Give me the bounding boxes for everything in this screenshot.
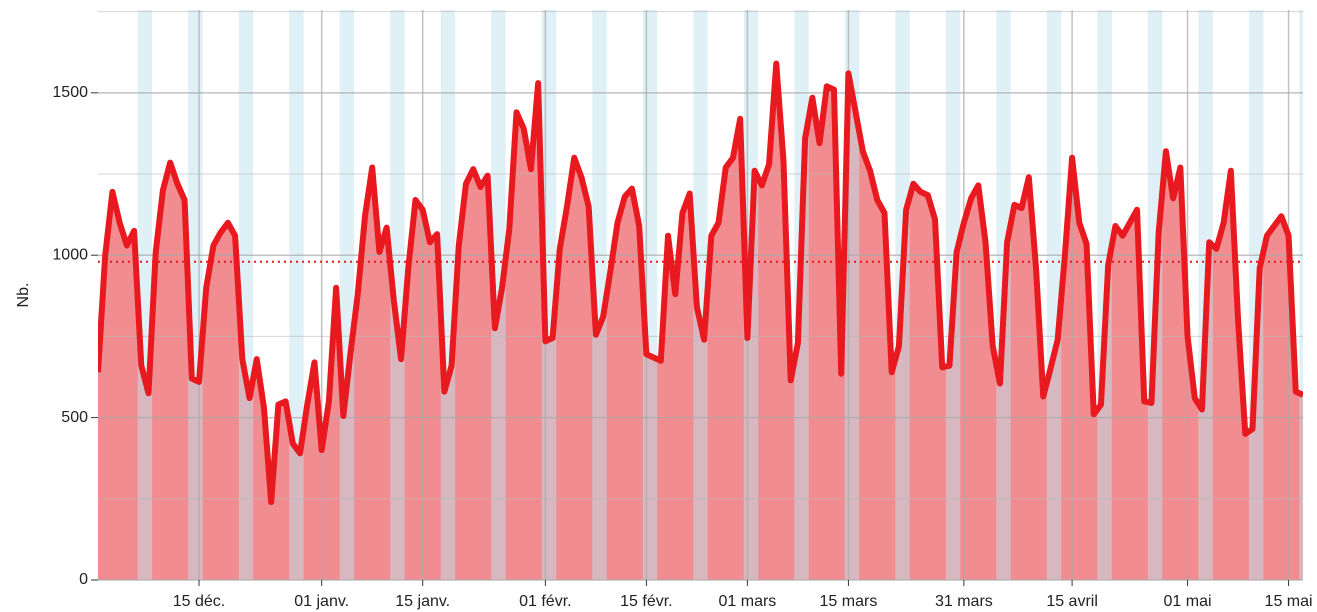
y-tick-label: 0 [79, 571, 88, 588]
y-tick-label: 500 [61, 409, 88, 426]
weekend-band [693, 10, 708, 580]
weekend-band [238, 10, 254, 580]
weekend-band [1046, 10, 1062, 580]
x-tick-label: 15 avril [1046, 593, 1098, 610]
x-tick-label: 31 mars [935, 593, 993, 610]
weekend-band [440, 10, 456, 580]
weekend-band [339, 10, 355, 580]
x-tick-label: 15 déc. [173, 593, 225, 610]
y-axis-label: Nb. [15, 283, 32, 308]
weekend-band [289, 10, 304, 580]
x-tick-label: 01 mai [1164, 593, 1212, 610]
weekend-band [390, 10, 405, 580]
y-tick-label: 1000 [52, 246, 88, 263]
weekend-band [592, 10, 607, 580]
x-tick-label: 01 févr. [519, 593, 571, 610]
weekend-band [1299, 10, 1303, 580]
x-tick-label: 01 janv. [294, 593, 349, 610]
x-tick-label: 15 mars [820, 593, 878, 610]
line [98, 60, 1303, 506]
x-tick-label: 01 mars [719, 593, 777, 610]
x-tick-label: 15 févr. [620, 593, 672, 610]
weekend-band [137, 10, 153, 580]
x-tick-label: 15 mai [1265, 593, 1313, 610]
x-tick-label: 15 janv. [395, 593, 450, 610]
y-tick-label: 1500 [52, 84, 88, 101]
